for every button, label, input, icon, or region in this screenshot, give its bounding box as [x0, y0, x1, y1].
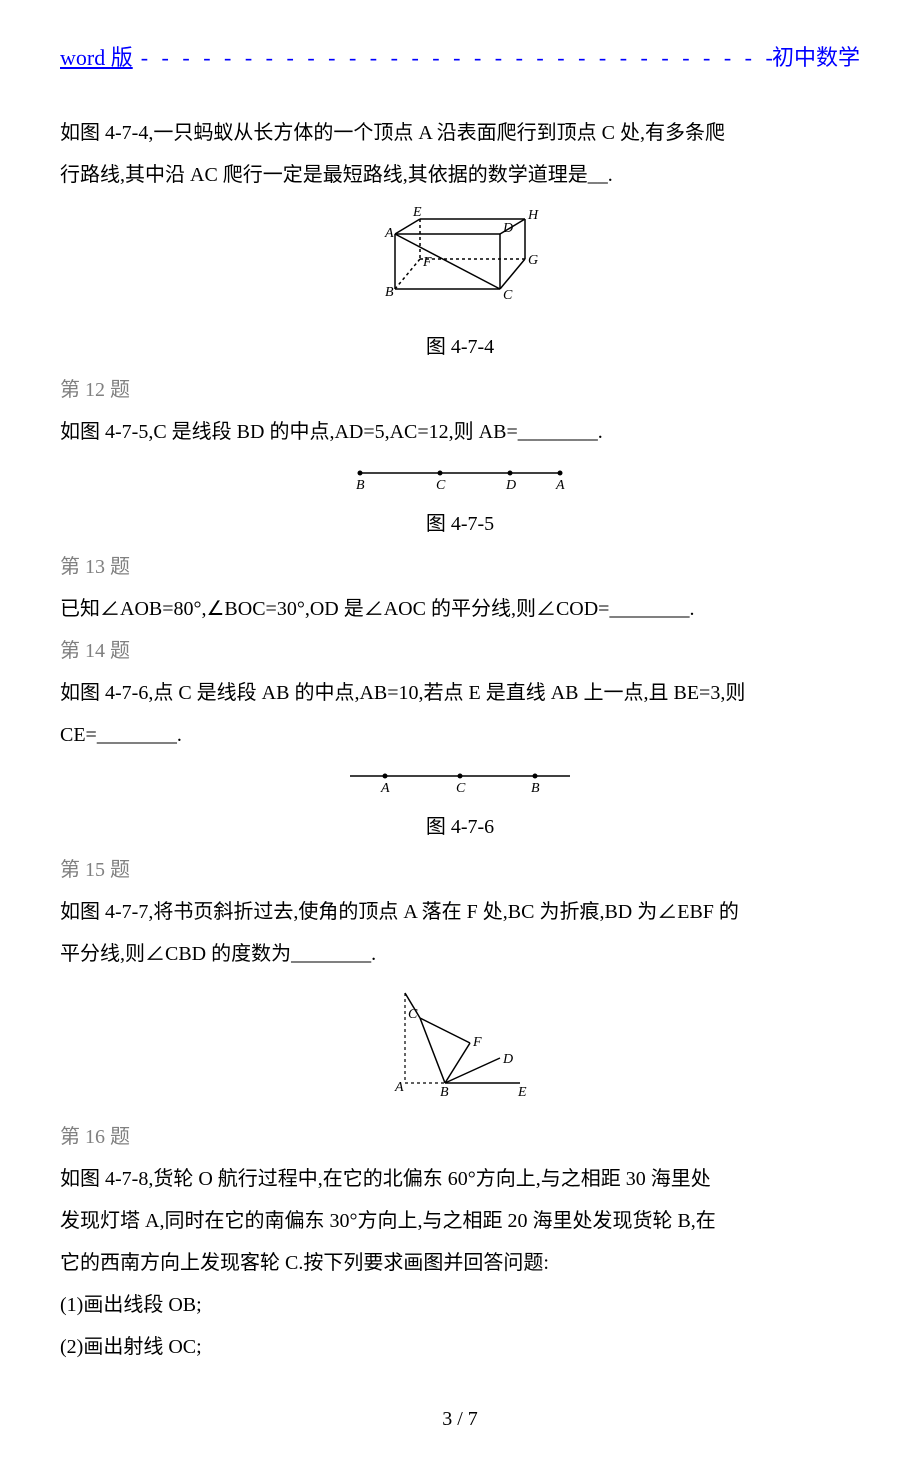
svg-text:F: F — [422, 255, 432, 270]
q11-text-a: 如图 4-7-4,一只蚂蚁从长方体的一个顶点 A 沿表面爬行到顶点 C 处,有多… — [60, 112, 860, 154]
svg-text:C: C — [408, 1007, 418, 1022]
q16-text-a: 如图 4-7-8,货轮 O 航行过程中,在它的北偏东 60°方向上,与之相距 3… — [60, 1158, 860, 1200]
svg-text:B: B — [440, 1085, 449, 1100]
svg-text:A: A — [394, 1080, 404, 1095]
svg-text:A: A — [384, 226, 394, 241]
svg-text:A: A — [380, 781, 390, 794]
header-left: word 版 — [60, 40, 133, 72]
svg-text:B: B — [385, 285, 394, 300]
q15-label: 第 15 题 — [60, 849, 860, 891]
svg-text:D: D — [505, 478, 516, 491]
q13-text: 已知∠AOB=80°,∠BOC=30°,OD 是∠AOC 的平分线,则∠COD=… — [60, 588, 860, 630]
caption-4-7-4: 图 4-7-4 — [60, 327, 860, 367]
page-header: word 版 - - - - - - - - - - - - - - - - -… — [60, 40, 860, 72]
svg-text:H: H — [527, 208, 539, 223]
figure-4-7-7: A B C D E F — [60, 983, 860, 1108]
header-right: 初中数学 — [772, 40, 860, 72]
q15-text-a: 如图 4-7-7,将书页斜折过去,使角的顶点 A 落在 F 处,BC 为折痕,B… — [60, 891, 860, 933]
q16-label: 第 16 题 — [60, 1116, 860, 1158]
caption-4-7-6: 图 4-7-6 — [60, 807, 860, 847]
q14-text-b: CE=________. — [60, 714, 860, 756]
svg-text:C: C — [436, 478, 446, 491]
svg-text:C: C — [456, 781, 466, 794]
svg-text:E: E — [517, 1085, 527, 1100]
svg-text:D: D — [502, 1052, 513, 1067]
figure-4-7-6: A C B — [60, 764, 860, 799]
q14-text-a: 如图 4-7-6,点 C 是线段 AB 的中点,AB=10,若点 E 是直线 A… — [60, 672, 860, 714]
svg-text:F: F — [472, 1035, 482, 1050]
q12-label: 第 12 题 — [60, 369, 860, 411]
svg-text:D: D — [502, 221, 513, 236]
q15-text-b: 平分线,则∠CBD 的度数为________. — [60, 933, 860, 975]
svg-text:C: C — [503, 288, 513, 303]
q13-label: 第 13 题 — [60, 546, 860, 588]
figure-4-7-4: A B C D E F G H — [60, 204, 860, 319]
page-footer: 3 / 7 — [60, 1408, 860, 1431]
header-dashes: - - - - - - - - - - - - - - - - - - - - … — [133, 45, 772, 71]
figure-4-7-5: B C D A — [60, 461, 860, 496]
q14-label: 第 14 题 — [60, 630, 860, 672]
svg-text:E: E — [412, 205, 422, 220]
q16-item2: (2)画出射线 OC; — [60, 1326, 860, 1368]
svg-text:G: G — [528, 253, 538, 268]
q16-item1: (1)画出线段 OB; — [60, 1284, 860, 1326]
q11-text-b: 行路线,其中沿 AC 爬行一定是最短路线,其依据的数学道理是__. — [60, 154, 860, 196]
q16-text-c: 它的西南方向上发现客轮 C.按下列要求画图并回答问题: — [60, 1242, 860, 1284]
svg-text:B: B — [356, 478, 365, 491]
svg-text:A: A — [555, 478, 565, 491]
q12-text: 如图 4-7-5,C 是线段 BD 的中点,AD=5,AC=12,则 AB=__… — [60, 411, 860, 453]
q16-text-b: 发现灯塔 A,同时在它的南偏东 30°方向上,与之相距 20 海里处发现货轮 B… — [60, 1200, 860, 1242]
caption-4-7-5: 图 4-7-5 — [60, 504, 860, 544]
svg-text:B: B — [531, 781, 540, 794]
